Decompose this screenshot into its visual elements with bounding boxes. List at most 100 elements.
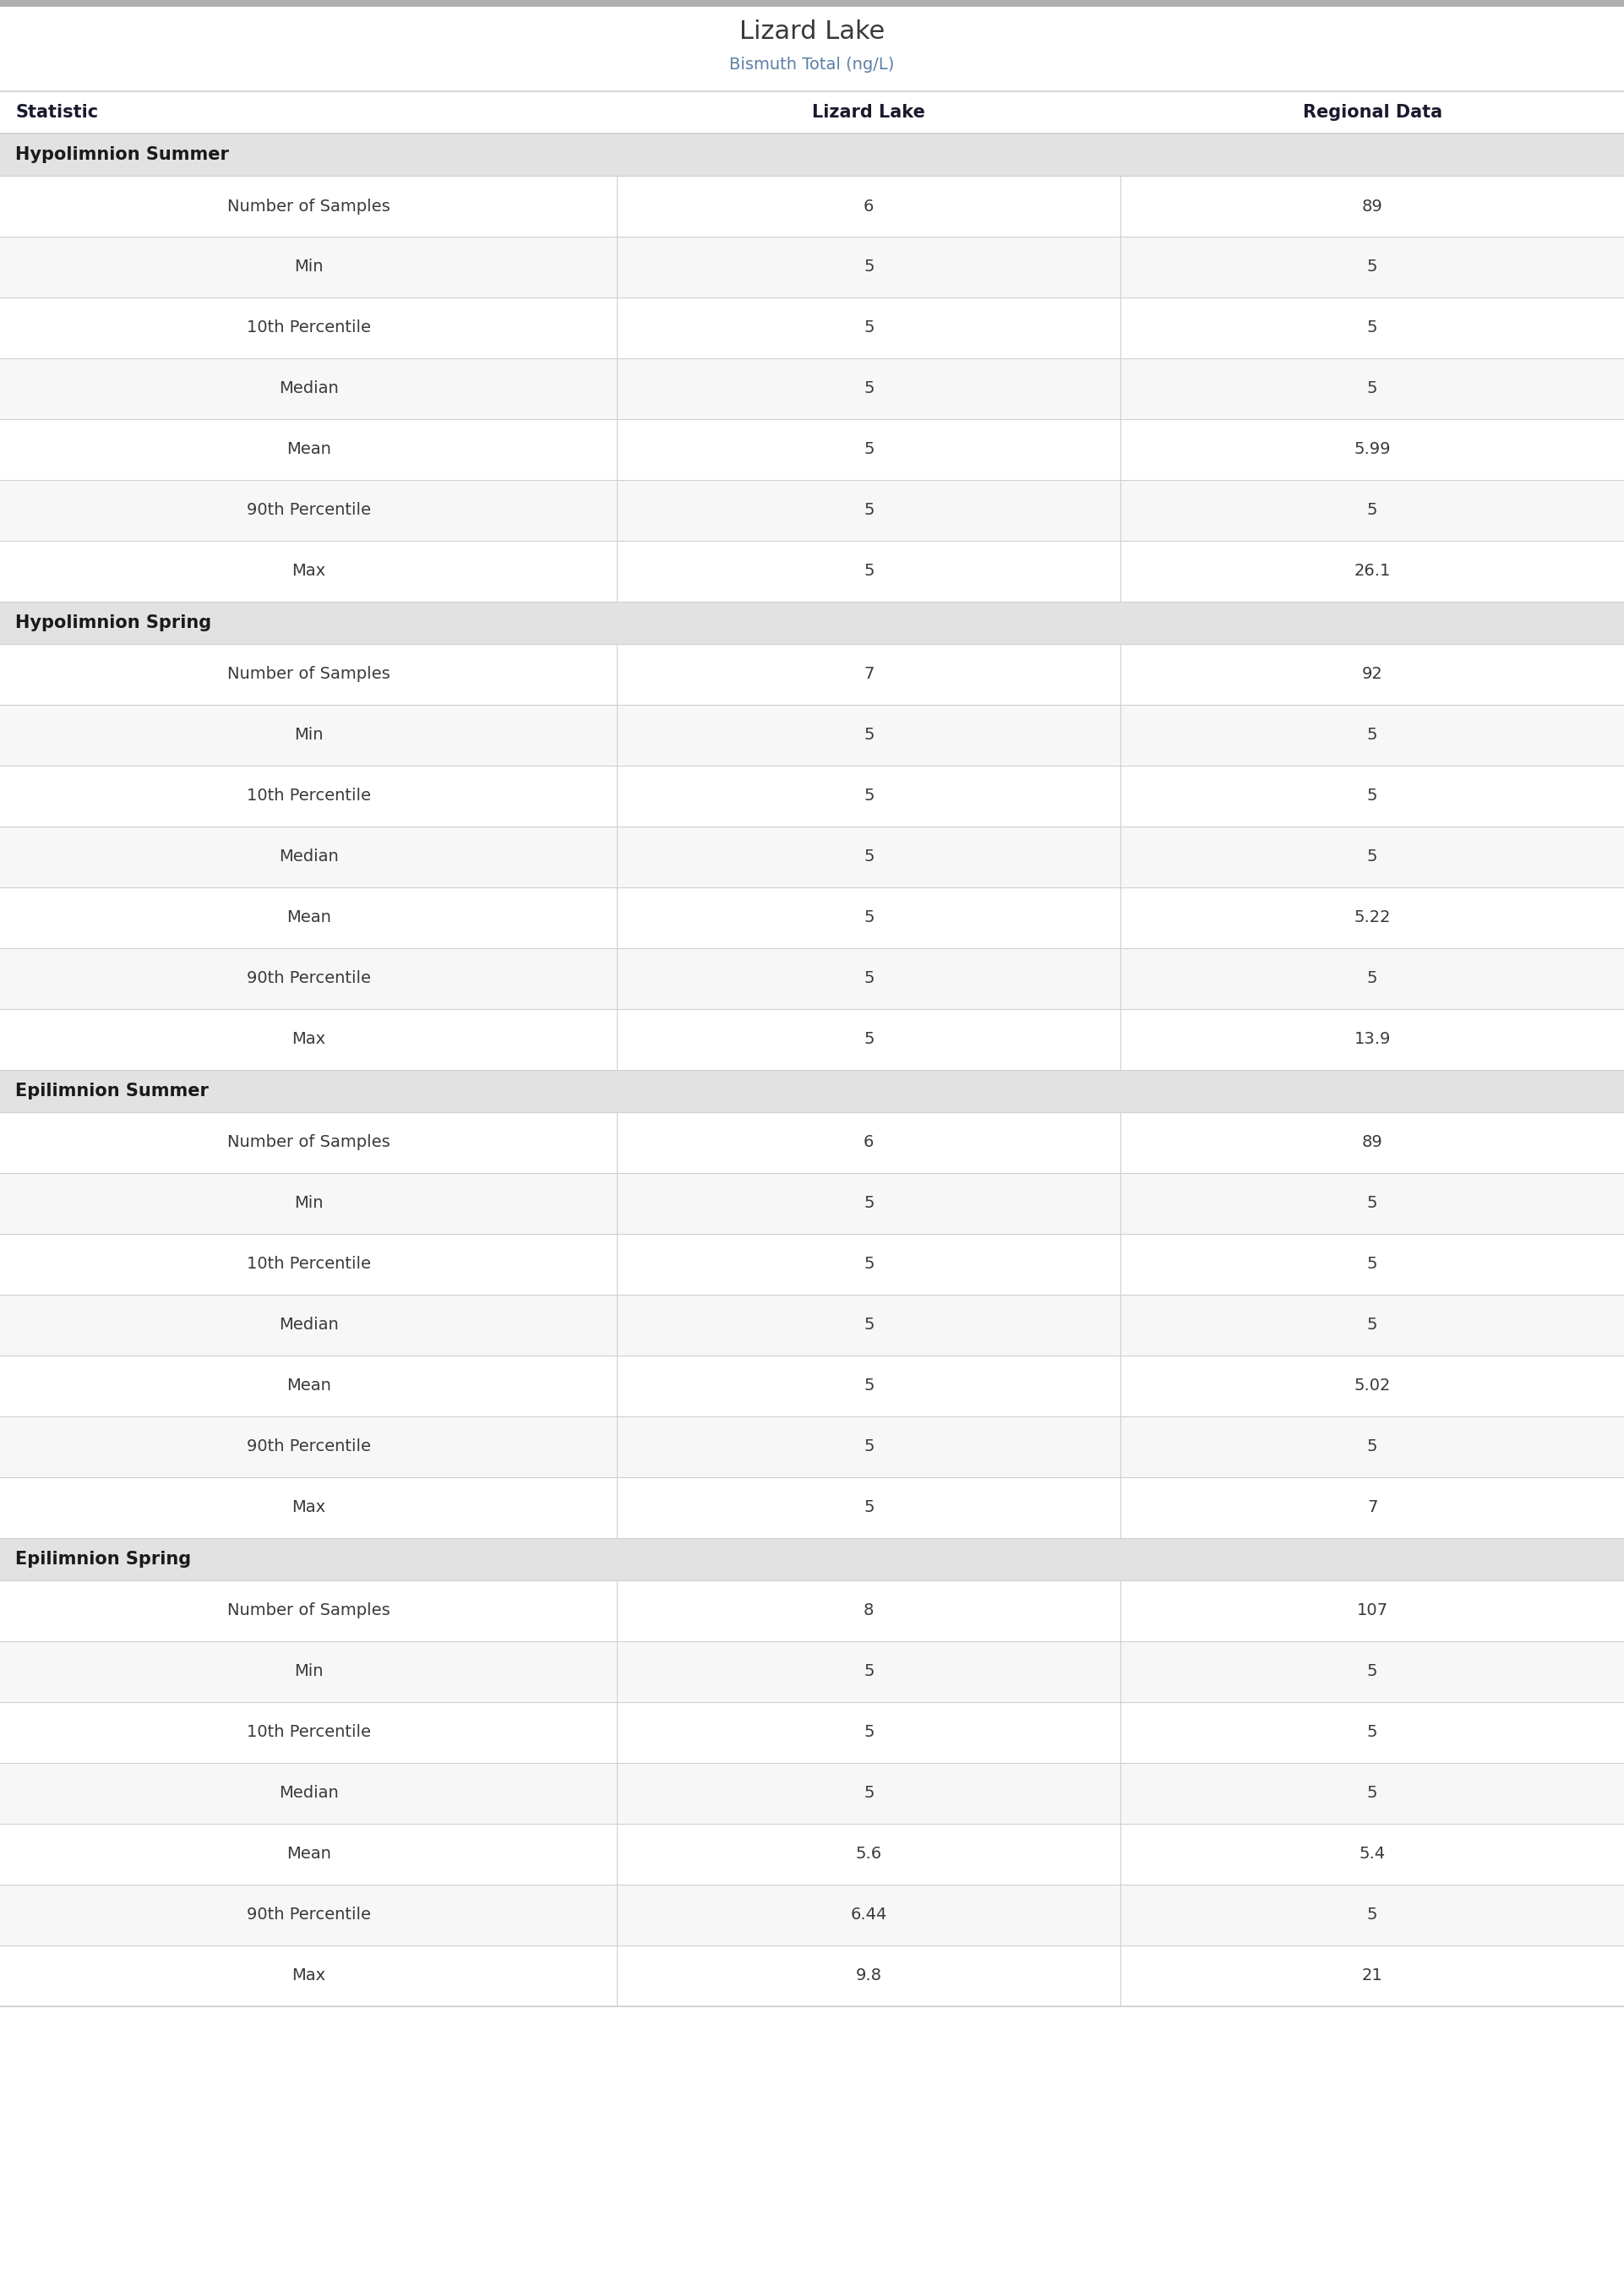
Text: 10th Percentile: 10th Percentile xyxy=(247,1255,370,1271)
Text: 5: 5 xyxy=(864,1664,874,1680)
Bar xyxy=(0,645,1624,704)
Bar xyxy=(0,704,1624,765)
Text: 107: 107 xyxy=(1356,1603,1389,1619)
Text: 5: 5 xyxy=(864,1255,874,1271)
Text: 5: 5 xyxy=(864,972,874,987)
Text: 5.99: 5.99 xyxy=(1354,443,1390,459)
Text: 5: 5 xyxy=(1367,1317,1377,1332)
Bar xyxy=(0,479,1624,540)
Bar xyxy=(0,1235,1624,1294)
Text: Max: Max xyxy=(292,1500,325,1516)
Text: Number of Samples: Number of Samples xyxy=(227,667,390,683)
Bar xyxy=(0,0,1624,7)
Text: 90th Percentile: 90th Percentile xyxy=(247,502,370,518)
Text: 5: 5 xyxy=(1367,1196,1377,1212)
Text: Hypolimnion Summer: Hypolimnion Summer xyxy=(15,145,229,163)
Text: Lizard Lake: Lizard Lake xyxy=(812,104,926,120)
Bar xyxy=(0,765,1624,826)
Bar xyxy=(0,1702,1624,1764)
Text: Min: Min xyxy=(294,259,323,275)
Text: 5: 5 xyxy=(864,320,874,336)
Bar xyxy=(0,297,1624,359)
Bar xyxy=(0,7,1624,91)
Text: 5: 5 xyxy=(864,1196,874,1212)
Text: 5: 5 xyxy=(1367,259,1377,275)
Text: Bismuth Total (ng/L): Bismuth Total (ng/L) xyxy=(729,57,895,73)
Text: 92: 92 xyxy=(1363,667,1382,683)
Text: 26.1: 26.1 xyxy=(1354,563,1390,579)
Text: 10th Percentile: 10th Percentile xyxy=(247,1725,370,1741)
Text: 6: 6 xyxy=(864,197,874,213)
Text: Median: Median xyxy=(279,381,338,397)
Bar xyxy=(0,1416,1624,1478)
Text: 5: 5 xyxy=(1367,320,1377,336)
Bar xyxy=(0,1945,1624,2007)
Text: Max: Max xyxy=(292,1968,325,1984)
Text: 5: 5 xyxy=(864,1031,874,1046)
Text: 8: 8 xyxy=(864,1603,874,1619)
Text: 5: 5 xyxy=(864,259,874,275)
Text: 89: 89 xyxy=(1363,1135,1382,1151)
Text: 5: 5 xyxy=(1367,1907,1377,1923)
Bar xyxy=(0,949,1624,1010)
Text: Statistic: Statistic xyxy=(15,104,97,120)
Text: 5: 5 xyxy=(864,381,874,397)
Text: 13.9: 13.9 xyxy=(1354,1031,1390,1046)
Text: 5: 5 xyxy=(1367,1664,1377,1680)
Bar xyxy=(0,1764,1624,1823)
Bar xyxy=(0,91,1624,134)
Text: 5: 5 xyxy=(1367,1255,1377,1271)
Text: Median: Median xyxy=(279,1784,338,1802)
Text: Min: Min xyxy=(294,1196,323,1212)
Text: 5.4: 5.4 xyxy=(1359,1846,1385,1861)
Text: 10th Percentile: 10th Percentile xyxy=(247,788,370,804)
Text: Epilimnion Summer: Epilimnion Summer xyxy=(15,1083,208,1099)
Text: Hypolimnion Spring: Hypolimnion Spring xyxy=(15,615,211,631)
Text: Lizard Lake: Lizard Lake xyxy=(739,20,885,45)
Text: 10th Percentile: 10th Percentile xyxy=(247,320,370,336)
Text: 89: 89 xyxy=(1363,197,1382,213)
Text: 5: 5 xyxy=(864,1317,874,1332)
Text: 9.8: 9.8 xyxy=(856,1968,882,1984)
Text: 5: 5 xyxy=(864,563,874,579)
Text: 5: 5 xyxy=(1367,972,1377,987)
Text: 90th Percentile: 90th Percentile xyxy=(247,972,370,987)
Bar xyxy=(0,1174,1624,1235)
Bar xyxy=(0,236,1624,297)
Text: Mean: Mean xyxy=(286,443,331,459)
Bar xyxy=(0,1112,1624,1174)
Text: 5: 5 xyxy=(864,502,874,518)
Bar xyxy=(0,359,1624,420)
Text: 5: 5 xyxy=(864,1439,874,1455)
Text: 5: 5 xyxy=(864,443,874,459)
Bar xyxy=(0,1294,1624,1355)
Text: 5: 5 xyxy=(1367,1784,1377,1802)
Text: 90th Percentile: 90th Percentile xyxy=(247,1907,370,1923)
Bar xyxy=(0,175,1624,236)
Bar xyxy=(0,134,1624,175)
Text: 5: 5 xyxy=(864,788,874,804)
Text: 7: 7 xyxy=(864,667,874,683)
Bar xyxy=(0,1580,1624,1641)
Text: 6: 6 xyxy=(864,1135,874,1151)
Text: 5: 5 xyxy=(864,726,874,742)
Text: 5.02: 5.02 xyxy=(1354,1378,1390,1394)
Text: 5: 5 xyxy=(1367,726,1377,742)
Bar xyxy=(0,1539,1624,1580)
Text: 5: 5 xyxy=(864,849,874,865)
Text: Min: Min xyxy=(294,1664,323,1680)
Bar xyxy=(0,540,1624,602)
Text: Mean: Mean xyxy=(286,1846,331,1861)
Text: 5: 5 xyxy=(1367,1725,1377,1741)
Text: Mean: Mean xyxy=(286,1378,331,1394)
Text: 5: 5 xyxy=(864,1725,874,1741)
Bar xyxy=(0,420,1624,479)
Text: Epilimnion Spring: Epilimnion Spring xyxy=(15,1550,192,1569)
Bar xyxy=(0,888,1624,949)
Bar xyxy=(0,826,1624,888)
Text: 5: 5 xyxy=(1367,849,1377,865)
Text: 5: 5 xyxy=(864,1784,874,1802)
Bar xyxy=(0,602,1624,645)
Text: Number of Samples: Number of Samples xyxy=(227,197,390,213)
Bar xyxy=(0,1823,1624,1884)
